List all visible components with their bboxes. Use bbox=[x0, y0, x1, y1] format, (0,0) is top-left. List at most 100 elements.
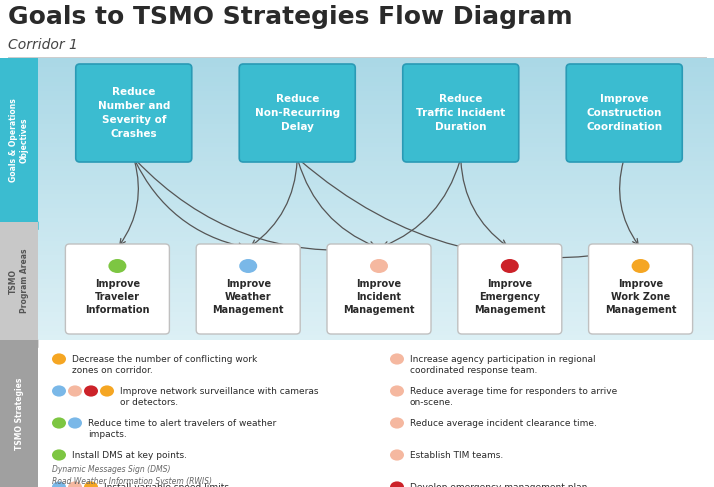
Bar bbox=[38, 265, 714, 269]
Bar bbox=[38, 208, 714, 213]
Ellipse shape bbox=[632, 259, 650, 273]
Bar bbox=[38, 340, 714, 487]
Bar bbox=[38, 312, 714, 317]
Bar bbox=[38, 185, 714, 189]
Ellipse shape bbox=[84, 482, 98, 487]
Text: Decrease the number of conflicting work
zones on corridor.: Decrease the number of conflicting work … bbox=[72, 355, 257, 375]
Text: Reduce
Non-Recurring
Delay: Reduce Non-Recurring Delay bbox=[255, 94, 340, 132]
Bar bbox=[0, 222, 38, 340]
Bar bbox=[38, 157, 714, 161]
Bar bbox=[38, 161, 714, 166]
FancyBboxPatch shape bbox=[196, 244, 300, 334]
Bar bbox=[38, 119, 714, 124]
Ellipse shape bbox=[239, 259, 257, 273]
Ellipse shape bbox=[52, 354, 66, 365]
Text: Establish TIM teams.: Establish TIM teams. bbox=[410, 451, 503, 460]
Bar bbox=[38, 283, 714, 288]
Bar bbox=[38, 129, 714, 133]
FancyBboxPatch shape bbox=[566, 64, 683, 162]
Bar bbox=[38, 63, 714, 67]
Text: TSMO
Program Areas: TSMO Program Areas bbox=[9, 249, 29, 313]
Bar bbox=[38, 171, 714, 175]
FancyBboxPatch shape bbox=[458, 244, 562, 334]
Text: Reduce average incident clearance time.: Reduce average incident clearance time. bbox=[410, 419, 597, 428]
Bar bbox=[38, 133, 714, 138]
Ellipse shape bbox=[68, 417, 82, 429]
Bar bbox=[38, 331, 714, 336]
Bar bbox=[38, 77, 714, 81]
Text: Dynamic Messages Sign (DMS)
Road Weather Information System (RWIS)
Traffic Incid: Dynamic Messages Sign (DMS) Road Weather… bbox=[52, 465, 212, 487]
Ellipse shape bbox=[68, 385, 82, 396]
Bar bbox=[0, 340, 38, 487]
Text: Corridor 1: Corridor 1 bbox=[8, 38, 78, 52]
Ellipse shape bbox=[100, 385, 114, 396]
Text: Improve
Incident
Management: Improve Incident Management bbox=[343, 279, 415, 315]
FancyBboxPatch shape bbox=[403, 64, 519, 162]
Bar bbox=[38, 147, 714, 152]
Bar bbox=[38, 58, 714, 63]
Text: Reduce time to alert travelers of weather
impacts.: Reduce time to alert travelers of weathe… bbox=[88, 419, 276, 439]
Bar bbox=[38, 91, 714, 95]
Bar bbox=[38, 114, 714, 119]
Bar bbox=[38, 317, 714, 321]
Bar bbox=[38, 269, 714, 274]
Bar bbox=[38, 302, 714, 307]
Bar bbox=[38, 199, 714, 204]
Text: Reduce
Number and
Severity of
Crashes: Reduce Number and Severity of Crashes bbox=[98, 87, 170, 139]
Text: Goals & Operations
Objectives: Goals & Operations Objectives bbox=[9, 98, 29, 182]
FancyBboxPatch shape bbox=[76, 64, 192, 162]
Bar bbox=[38, 189, 714, 194]
Bar bbox=[38, 138, 714, 143]
Bar bbox=[38, 298, 714, 302]
Bar bbox=[38, 223, 714, 227]
Bar bbox=[38, 143, 714, 147]
Text: Goals to TSMO Strategies Flow Diagram: Goals to TSMO Strategies Flow Diagram bbox=[8, 5, 573, 29]
Ellipse shape bbox=[390, 450, 404, 461]
FancyBboxPatch shape bbox=[239, 64, 356, 162]
Ellipse shape bbox=[390, 417, 404, 429]
Bar bbox=[38, 251, 714, 255]
Bar bbox=[38, 194, 714, 199]
Text: Improve
Weather
Management: Improve Weather Management bbox=[213, 279, 284, 315]
Bar bbox=[38, 124, 714, 129]
FancyBboxPatch shape bbox=[66, 244, 169, 334]
Bar bbox=[38, 152, 714, 157]
Bar bbox=[38, 326, 714, 331]
FancyBboxPatch shape bbox=[588, 244, 693, 334]
Bar bbox=[38, 180, 714, 185]
Bar bbox=[38, 72, 714, 77]
Ellipse shape bbox=[390, 354, 404, 365]
Ellipse shape bbox=[52, 450, 66, 461]
Bar bbox=[38, 232, 714, 237]
Bar bbox=[38, 204, 714, 208]
Text: Improve
Construction
Coordination: Improve Construction Coordination bbox=[586, 94, 663, 132]
Bar bbox=[38, 274, 714, 279]
Bar bbox=[38, 175, 714, 180]
Bar bbox=[38, 227, 714, 232]
Text: TSMO Strategies: TSMO Strategies bbox=[14, 377, 24, 450]
Text: Improve
Emergency
Management: Improve Emergency Management bbox=[474, 279, 545, 315]
Bar bbox=[38, 110, 714, 114]
Text: Improve network surveillance with cameras
or detectors.: Improve network surveillance with camera… bbox=[120, 387, 318, 408]
Bar bbox=[38, 213, 714, 218]
Bar bbox=[38, 288, 714, 293]
Bar bbox=[38, 81, 714, 86]
Text: Improve
Work Zone
Management: Improve Work Zone Management bbox=[605, 279, 676, 315]
Ellipse shape bbox=[68, 482, 82, 487]
Bar bbox=[38, 260, 714, 265]
Bar bbox=[38, 67, 714, 72]
Ellipse shape bbox=[84, 385, 98, 396]
Text: Develop emergency management plan.: Develop emergency management plan. bbox=[410, 483, 590, 487]
Bar bbox=[0, 58, 38, 222]
Text: Install variable speed limits.: Install variable speed limits. bbox=[104, 483, 232, 487]
Ellipse shape bbox=[52, 385, 66, 396]
Text: Improve
Traveler
Information: Improve Traveler Information bbox=[85, 279, 150, 315]
Text: Reduce
Traffic Incident
Duration: Reduce Traffic Incident Duration bbox=[416, 94, 506, 132]
Ellipse shape bbox=[501, 259, 519, 273]
Bar bbox=[38, 166, 714, 171]
Bar bbox=[38, 237, 714, 241]
Bar bbox=[38, 100, 714, 105]
Ellipse shape bbox=[52, 417, 66, 429]
FancyBboxPatch shape bbox=[327, 244, 431, 334]
Bar bbox=[38, 86, 714, 91]
